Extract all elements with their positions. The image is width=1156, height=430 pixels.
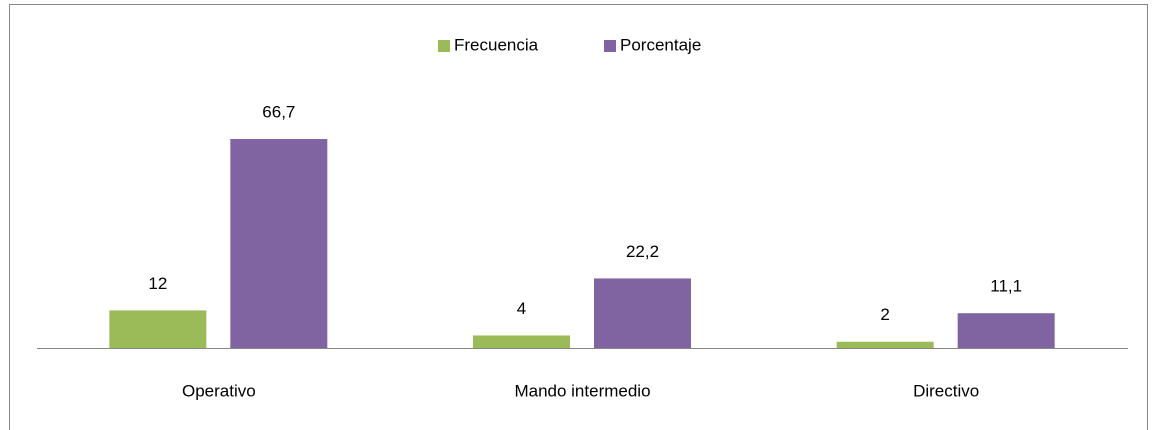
data-label: 4 — [517, 299, 526, 318]
data-label: 22,2 — [626, 242, 659, 261]
legend-swatch — [438, 40, 450, 52]
data-label: 11,1 — [990, 277, 1022, 296]
legend-label: Porcentaje — [620, 35, 701, 54]
data-label: 2 — [880, 305, 889, 324]
legend-label: Frecuencia — [454, 35, 539, 54]
x-tick-label: Mando intermedio — [514, 381, 650, 400]
bar — [836, 341, 934, 348]
data-label: 12 — [148, 274, 167, 293]
data-label: 66,7 — [262, 103, 295, 122]
bar — [109, 310, 207, 348]
x-tick-label: Directivo — [913, 381, 979, 400]
bar — [594, 278, 691, 348]
x-tick-label: Operativo — [182, 381, 256, 400]
bar — [230, 139, 328, 348]
bar — [957, 313, 1055, 348]
legend-swatch — [604, 40, 616, 52]
bar — [473, 335, 570, 348]
chart-frame — [9, 4, 1148, 430]
